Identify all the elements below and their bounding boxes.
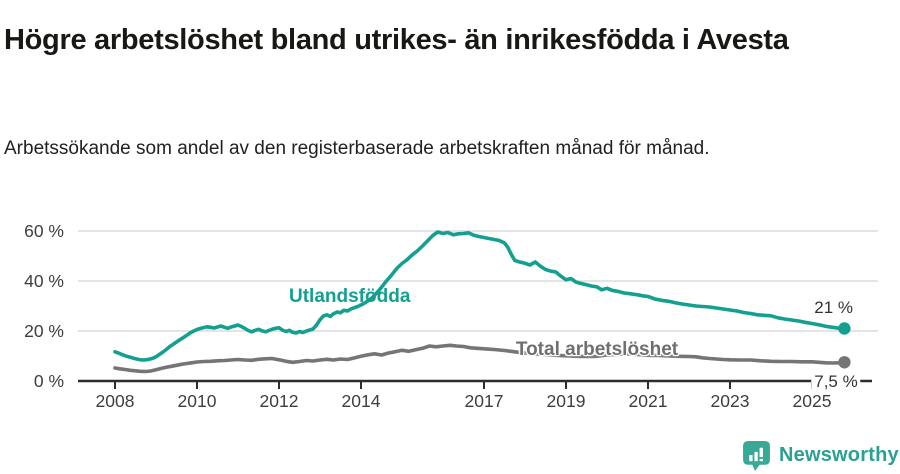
newsworthy-logo-icon	[743, 441, 770, 471]
x-tick-label: 2017	[465, 391, 504, 411]
logo-exclamation-bar	[759, 447, 763, 458]
brand-name: Newsworthy	[779, 444, 899, 466]
logo-exclamation-dot	[759, 458, 763, 462]
x-tick-label: 2025	[793, 391, 832, 411]
x-tick-label: 2008	[96, 391, 135, 411]
series-line-gray	[113, 343, 847, 374]
x-tick-label: 2023	[711, 391, 750, 411]
brand-footer: Newsworthy	[742, 440, 899, 471]
x-tick-label: 2012	[260, 391, 299, 411]
series-end-dot-gray	[838, 356, 851, 369]
y-tick-label: 40 %	[24, 271, 64, 291]
logo-bar-medium	[754, 451, 758, 462]
x-tick-label: 2010	[178, 391, 217, 411]
logo-bar-small	[749, 454, 753, 462]
x-tick-label: 2019	[547, 391, 586, 411]
x-tick-label: 2021	[629, 391, 668, 411]
chart-subtitle: Arbetssökande som andel av den registerb…	[4, 138, 710, 159]
page-title: Högre arbetslöshet bland utrikes- än inr…	[4, 24, 789, 57]
series-end-dot-teal	[838, 322, 851, 335]
y-tick-label: 20 %	[24, 321, 64, 341]
y-tick-label: 0 %	[34, 371, 64, 391]
series-line-teal	[113, 230, 847, 362]
x-tick-label: 2014	[342, 391, 381, 411]
y-tick-label: 60 %	[24, 221, 64, 241]
